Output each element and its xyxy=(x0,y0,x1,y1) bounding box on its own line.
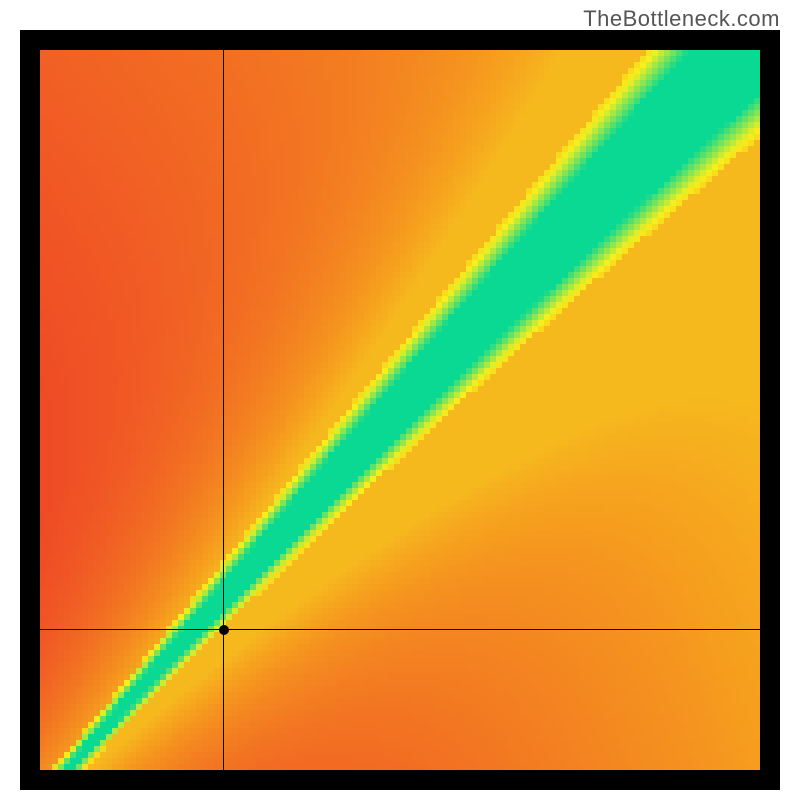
chart-container: TheBottleneck.com xyxy=(0,0,800,800)
crosshair-horizontal xyxy=(40,629,760,630)
watermark-text: TheBottleneck.com xyxy=(583,6,780,32)
crosshair-vertical xyxy=(223,50,224,770)
heatmap-canvas xyxy=(40,50,760,770)
marker-point xyxy=(219,625,229,635)
